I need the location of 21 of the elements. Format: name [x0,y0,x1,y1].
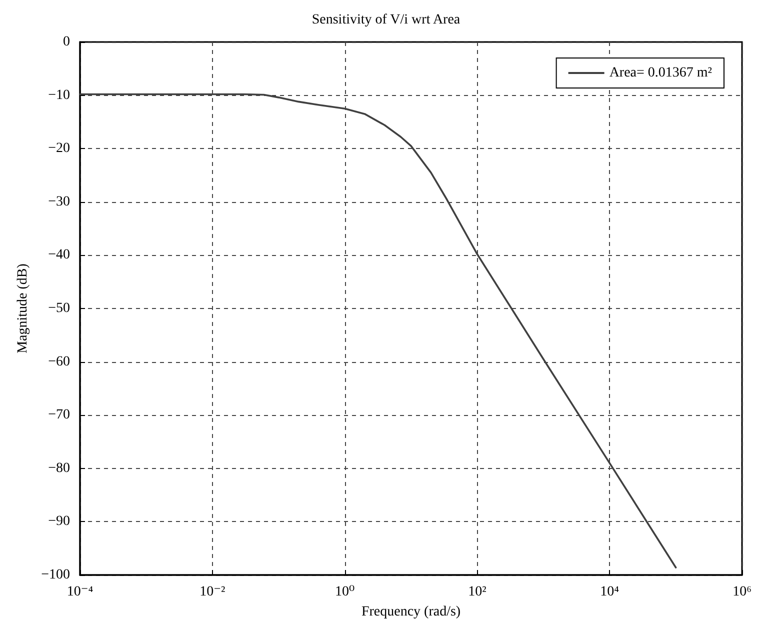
y-tick-label: −70 [48,408,70,423]
y-tick-label: 0 [63,34,70,50]
x-tick-label: 10⁶ [732,584,752,600]
x-tick-label: 10⁻² [200,584,226,600]
y-tick-label: −10 [48,88,70,103]
x-tick-label: 10⁰ [334,584,355,600]
y-axis-title: Magnitude (dB) [16,263,31,354]
y-tick-label: −30 [48,194,70,210]
chart-title: Sensitivity of V/i wrt Area [312,12,461,28]
y-tick-label: −40 [48,248,70,263]
y-tick-label: −80 [48,460,70,476]
y-tick-label: −90 [48,514,70,530]
y-tick-label: −60 [48,354,70,370]
y-tick-label: −100 [41,568,70,582]
y-tick-label: −50 [48,301,70,316]
x-tick-label: 10⁻⁴ [66,584,94,600]
x-axis-title: Frequency (rad/s) [361,604,461,620]
x-tick-label: 10² [468,584,486,600]
legend-label: Area= 0.01367 m² [609,66,712,80]
x-tick-label: 10⁴ [600,584,620,600]
y-tick-label: −20 [48,141,70,156]
